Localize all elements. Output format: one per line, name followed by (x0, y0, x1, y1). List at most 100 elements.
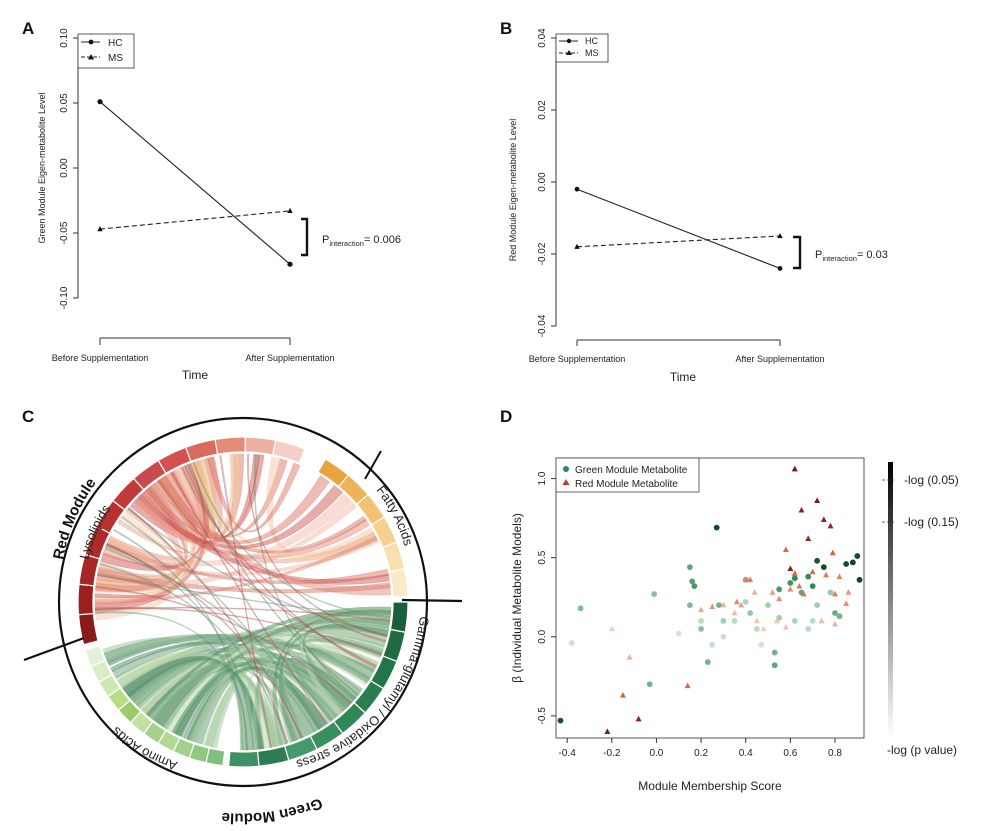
chord-ribbon (279, 638, 383, 742)
chord-ribbon (156, 475, 203, 541)
chord-ribbon (137, 489, 390, 585)
chord-ribbon (190, 461, 379, 560)
chord-ribbon (97, 567, 391, 594)
chord-ribbon (142, 459, 214, 541)
scatter-point-red (635, 715, 642, 722)
chord-ribbon (170, 471, 328, 725)
scatter-point-green (687, 602, 693, 609)
scatter-point-red (751, 589, 758, 595)
scatter-point-red (753, 617, 760, 624)
chord-ribbon (96, 492, 184, 584)
scatter-point-red (782, 546, 789, 553)
x-axis-title: Time (182, 368, 209, 382)
scatter-point-green (747, 610, 754, 616)
chord-ribbon (183, 465, 377, 669)
chord-ribbon (156, 475, 367, 554)
chord-ribbon (97, 573, 391, 620)
chord-ribbon (95, 611, 249, 751)
scatter-point-green (791, 618, 798, 624)
panel-label-c: C (22, 407, 34, 426)
chord-ribbon (95, 562, 171, 595)
chord-ribbon (266, 456, 376, 557)
chord-ribbon (219, 455, 272, 748)
scatter-point-green (836, 613, 843, 620)
scatter-point-red (800, 590, 807, 597)
chord-ribbon (103, 453, 236, 566)
legend (77, 33, 135, 69)
scatter-point-green (720, 618, 727, 624)
scatter-point-red (787, 565, 794, 572)
chord-ribbon (147, 661, 324, 732)
scatter-point-red (782, 623, 789, 630)
y-axis-title: Red Module Eigen-metabolite Level (508, 119, 518, 262)
y-tick-label: -0.10 (59, 286, 70, 309)
panel-c: C Red Module Lysolipids Fatty Acids Gamm… (22, 407, 463, 827)
scatter-point-green (691, 583, 698, 590)
panel-label-b: B (500, 19, 512, 38)
chord-ribbon (94, 535, 378, 605)
module-divider (23, 636, 85, 662)
chord-ribbon (190, 453, 240, 531)
y-tick-label: -0.05 (59, 221, 70, 244)
chord-ribbon (303, 638, 379, 700)
x-tick-label: 0.4 (739, 748, 753, 759)
data-point-ms (574, 243, 580, 249)
chord-ribbon (95, 457, 217, 592)
chord-ribbon (145, 454, 265, 539)
chord-ribbon (94, 460, 210, 614)
chord-ribbon (94, 474, 193, 605)
scatter-point-green (704, 659, 711, 665)
chord-segment (381, 541, 406, 573)
scatter-point-green (776, 586, 783, 593)
scatter-point-green (832, 610, 838, 616)
chord-ribbon (133, 495, 370, 559)
legend-green-label: Green Module Metabolite (575, 465, 688, 476)
panel-label-d: D (500, 407, 512, 426)
data-point-hc (777, 266, 783, 271)
chord-ribbon (117, 470, 199, 553)
chord-ribbon (272, 610, 392, 746)
scatter-point-green (814, 557, 821, 564)
chord-ribbon (94, 570, 170, 599)
x-tick-label: 0.6 (783, 748, 797, 759)
chord-segment (256, 745, 290, 767)
legend (555, 457, 700, 493)
chord-ribbon (279, 623, 390, 743)
p-interaction-label: Pinteraction= 0.03 (815, 249, 888, 263)
scatter-point-red (720, 601, 727, 608)
scatter-point-red (773, 617, 780, 624)
data-point-ms (287, 207, 293, 213)
scatter-point-red (798, 506, 805, 513)
chord-ribbon (127, 507, 289, 744)
x-axis-title: Time (670, 370, 697, 384)
legend-red-label: Red Module Metabolite (575, 479, 678, 490)
scatter-point-green (713, 524, 720, 531)
chord-ribbon (244, 674, 284, 751)
chord-ribbon (105, 543, 303, 739)
chord-ribbon (169, 456, 223, 535)
scatter-point-green (827, 589, 834, 596)
scatter-point-green (856, 576, 863, 583)
y-tick-label: -0.02 (537, 242, 548, 265)
x-tick-label: -0.2 (603, 748, 621, 759)
scatter-point-red (684, 682, 691, 689)
series-line-hc (576, 188, 781, 269)
x-tick-label: 0.0 (649, 748, 663, 759)
chord-ribbon (105, 493, 353, 567)
chord-ribbon (255, 671, 307, 750)
significance-bracket (301, 217, 309, 257)
scatter-point-green (805, 573, 812, 580)
chord-ribbon (97, 464, 203, 580)
legend-red-marker (562, 479, 570, 485)
x-tick-label-before: Before Supplementation (52, 353, 149, 363)
y-tick-label: 0.5 (537, 550, 548, 564)
chord-ribbon (120, 516, 321, 730)
y-tick-label: 0.10 (59, 28, 70, 48)
legend-hc-label: HC (585, 36, 598, 46)
scatter-point-green (742, 599, 749, 605)
chord-segment (227, 750, 260, 768)
x-tick-label: 0.8 (828, 748, 842, 759)
chord-ribbon (94, 606, 391, 622)
scatter-point-red (733, 598, 740, 605)
chord-ribbon (100, 462, 206, 571)
